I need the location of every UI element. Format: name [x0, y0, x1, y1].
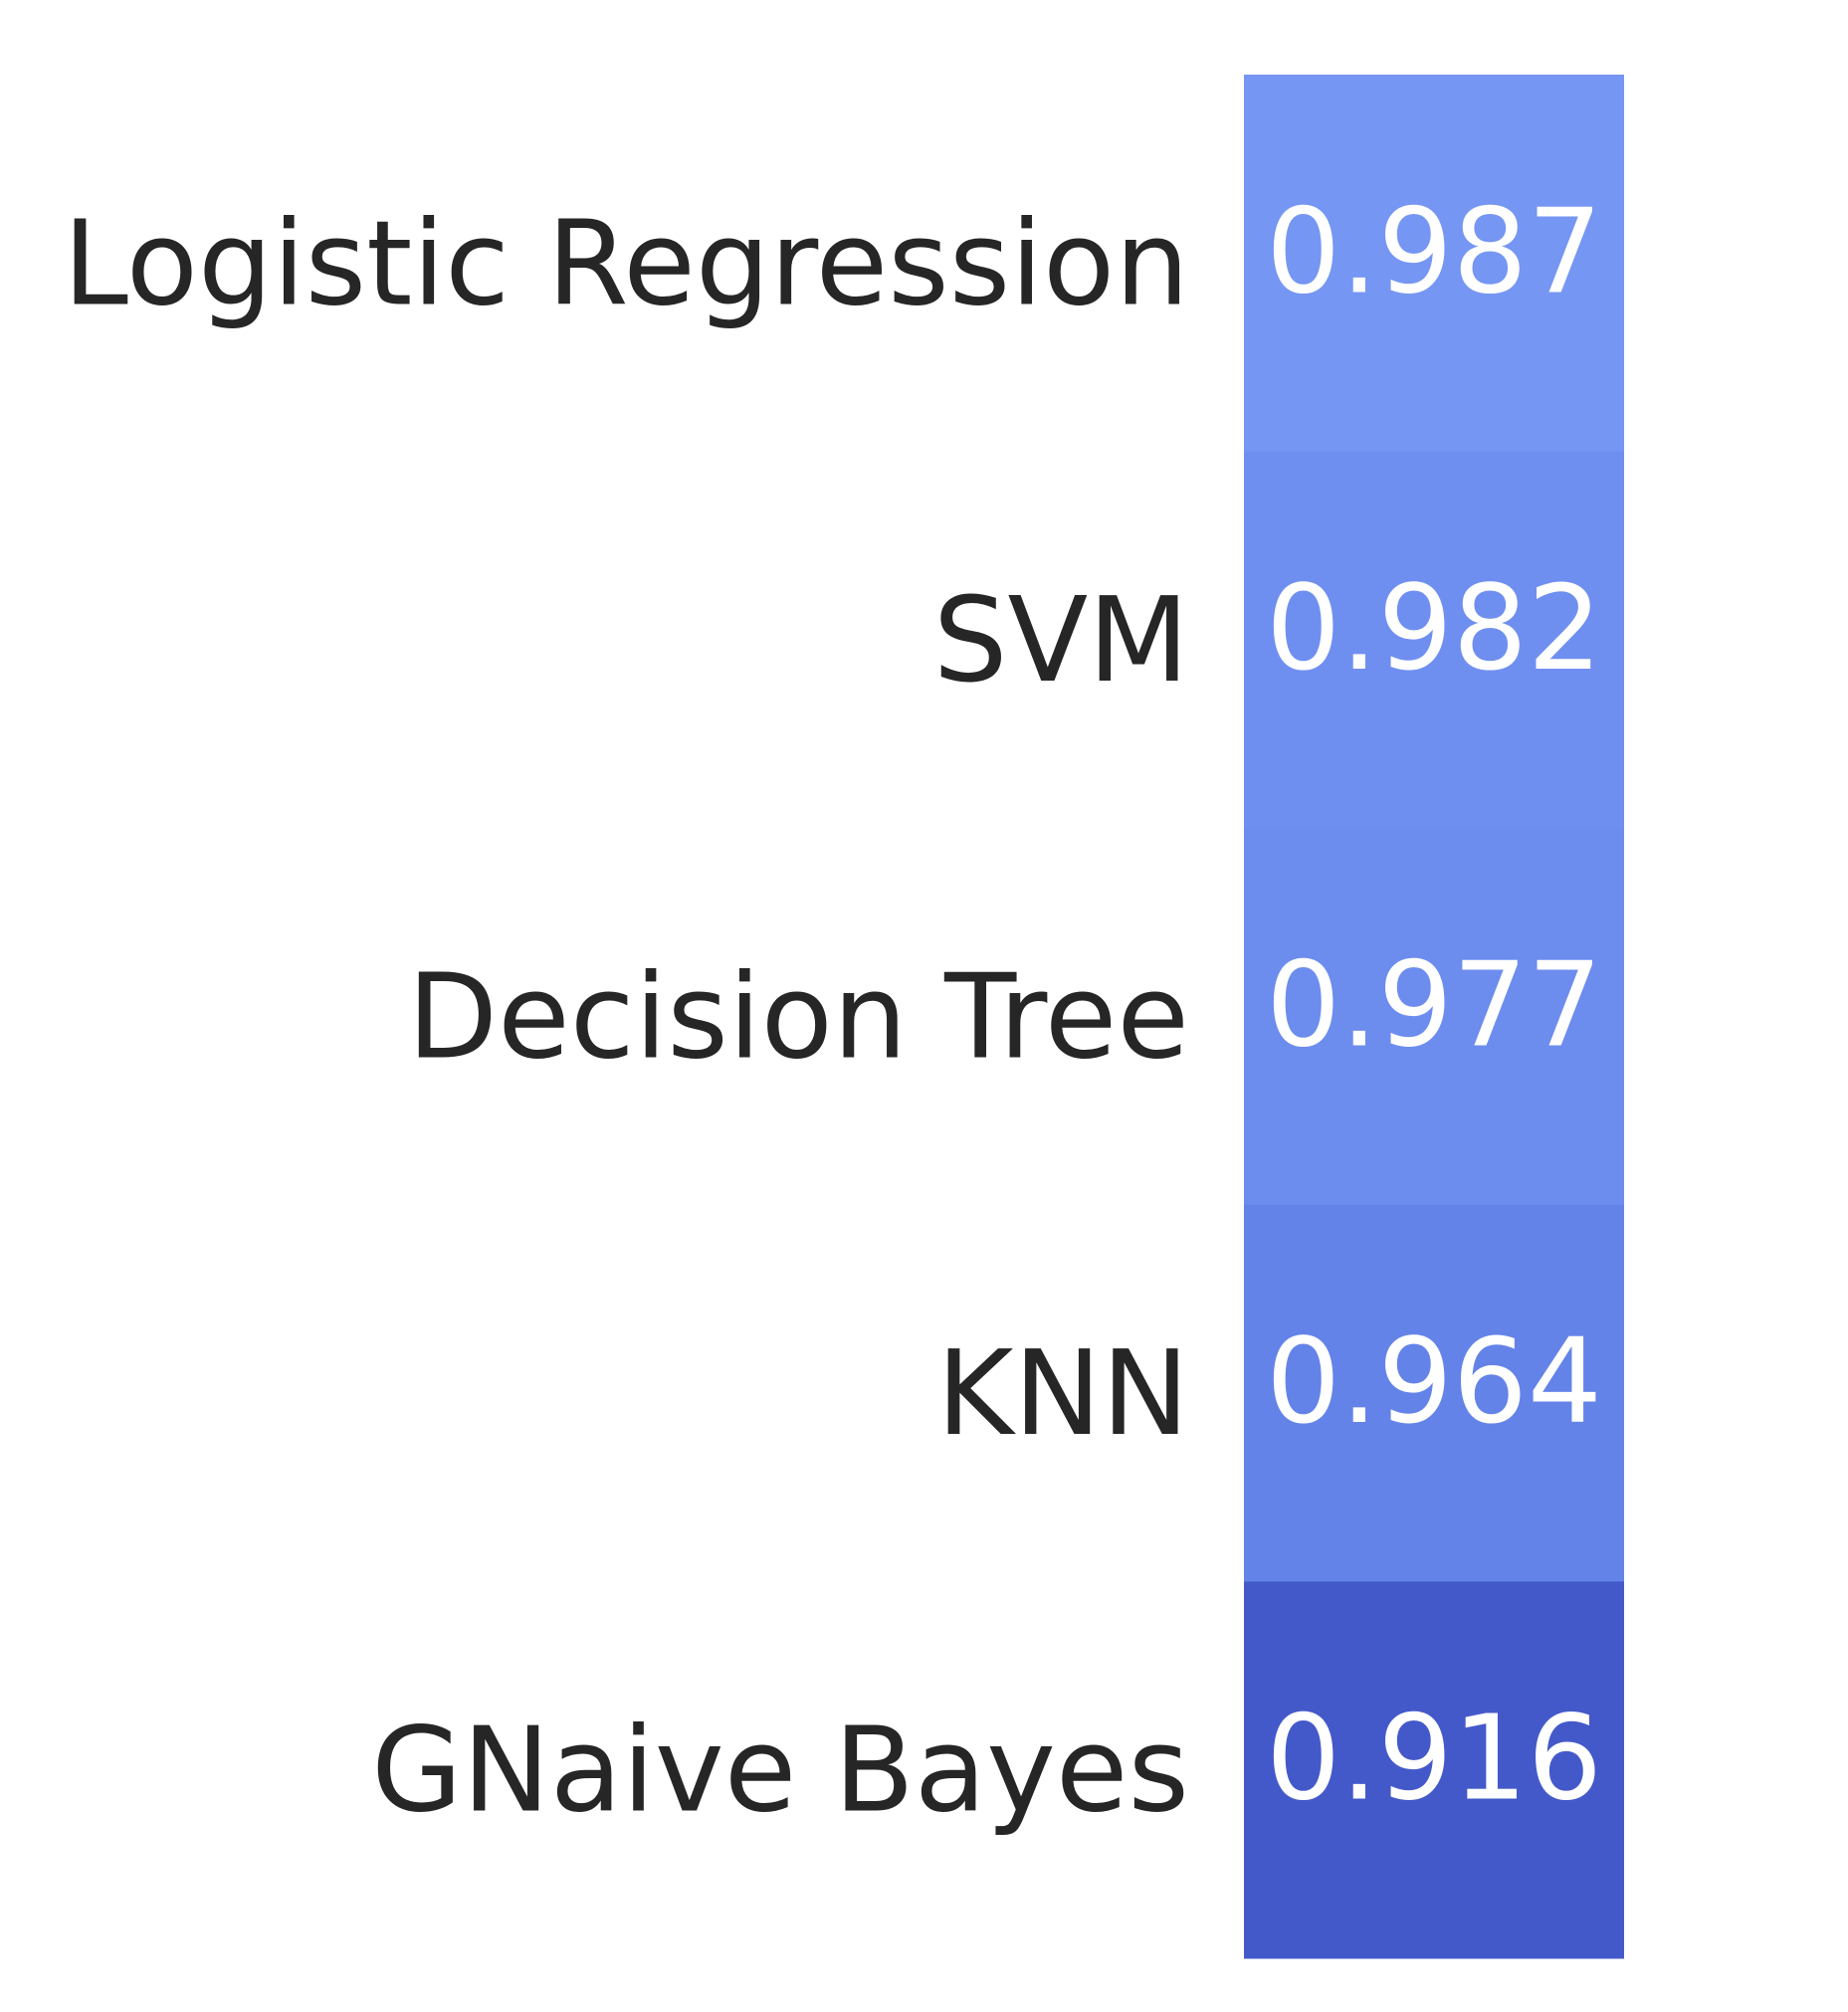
heatmap-cell-svm	[1244, 451, 1624, 829]
cell-value-knn: 0.964	[1266, 1312, 1602, 1450]
row-label-decision-tree: Decision Tree	[407, 948, 1189, 1086]
cell-value-logistic-regression: 0.987	[1266, 182, 1602, 319]
row-label-knn: KNN	[936, 1324, 1189, 1462]
row-labels: Logistic Regression SVM Decision Tree KNN GN…	[63, 194, 1189, 1838]
row-label-logistic-regression: Logistic Regression	[63, 194, 1189, 331]
heatmap-cells	[1244, 75, 1624, 1959]
row-label-svm: SVM	[933, 571, 1189, 708]
cell-value-svm: 0.982	[1266, 559, 1602, 697]
cell-value-decision-tree: 0.977	[1266, 936, 1602, 1074]
row-label-gnaive-bayes: GNaive Bayes	[371, 1702, 1189, 1839]
heatmap-cell-decision-tree	[1244, 828, 1624, 1206]
heatmap-cell-logistic-regression	[1244, 75, 1624, 453]
heatmap-cell-gnaive-bayes	[1244, 1581, 1624, 1959]
value-labels: 0.987 0.982 0.977 0.964 0.916	[1266, 182, 1602, 1826]
heatmap-cell-knn	[1244, 1204, 1624, 1582]
cell-value-gnaive-bayes: 0.916	[1266, 1690, 1602, 1827]
